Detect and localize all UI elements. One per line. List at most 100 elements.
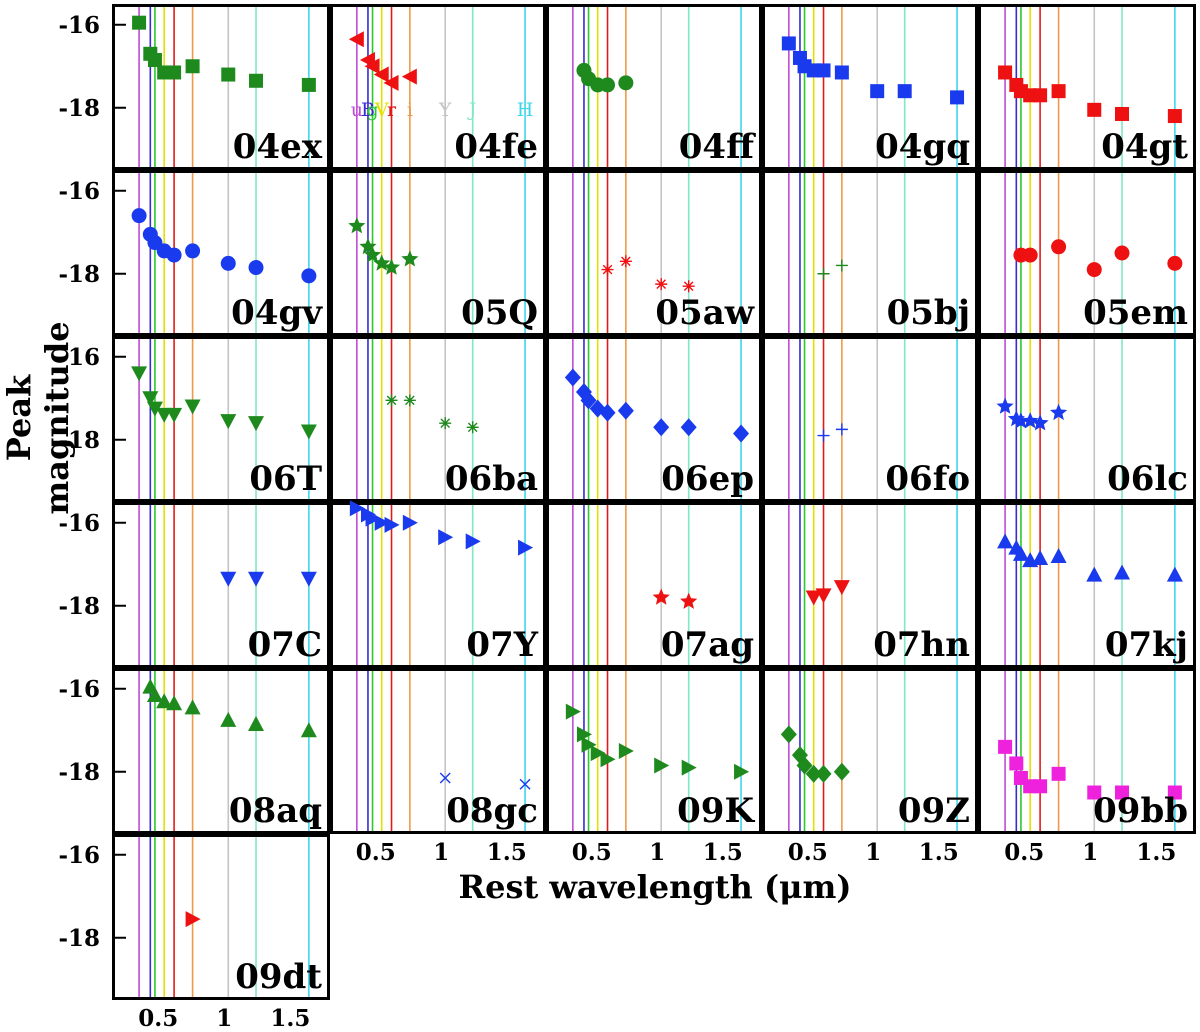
panel-09Z: 09Z — [762, 668, 978, 834]
data-point — [248, 716, 265, 732]
data-point — [142, 391, 159, 407]
y-tick-label: -16 — [58, 842, 100, 869]
y-tick-label: -16 — [58, 12, 100, 39]
panel-04gv: 04gv -16 -18 — [58, 170, 330, 336]
data-point — [374, 514, 390, 531]
data-point — [439, 417, 452, 430]
data-point — [1033, 88, 1048, 103]
panel-06fo: 06fo — [762, 336, 978, 502]
data-point — [680, 418, 697, 437]
data-point — [805, 590, 822, 606]
data-point — [1012, 412, 1030, 429]
data-point — [301, 77, 316, 92]
data-point — [580, 391, 597, 410]
data-point — [781, 36, 796, 51]
data-point — [817, 429, 830, 442]
panel-label: 04gv — [231, 293, 323, 333]
data-point — [1115, 106, 1130, 121]
panel-label: 05aw — [655, 293, 754, 333]
x-axis-label: Rest wavelength (μm) — [458, 868, 852, 906]
panel-label: 07Y — [466, 625, 538, 665]
panel-frame — [546, 336, 762, 502]
data-point — [185, 59, 200, 74]
data-point — [518, 539, 534, 556]
panel-07C: 07C -16 -18 — [58, 502, 330, 668]
x-tick-label: 1 — [865, 839, 881, 866]
data-point — [1167, 109, 1182, 124]
panel-frame — [762, 170, 978, 336]
y-axis-label: Peak magnitude — [0, 321, 76, 515]
filter-letter: V — [374, 99, 389, 121]
panel-06ba: 06ba — [330, 336, 546, 502]
data-point — [619, 255, 632, 268]
panel-frame — [330, 668, 546, 834]
x-tick-label: 1.5 — [703, 839, 743, 866]
panel-label: 07ag — [661, 625, 754, 665]
data-point — [401, 250, 419, 267]
data-point — [248, 571, 265, 587]
data-point — [796, 756, 813, 775]
panel-label: 08gc — [446, 791, 538, 831]
y-tick-label: -18 — [58, 261, 100, 288]
data-point — [1051, 239, 1067, 255]
data-point — [301, 268, 317, 284]
panel-label: 07kj — [1105, 625, 1188, 665]
y-tick-label: -16 — [58, 178, 100, 205]
data-point — [816, 63, 831, 78]
panel-label: 04gq — [875, 127, 970, 167]
data-point — [349, 500, 365, 517]
panel-frame — [762, 4, 978, 170]
data-point — [248, 416, 265, 432]
panel-04gq: 04gq — [762, 4, 978, 170]
data-point — [166, 407, 183, 423]
data-point — [834, 65, 849, 80]
data-point — [383, 258, 401, 275]
y-tick-label: -18 — [58, 593, 100, 620]
panel-frame — [546, 4, 762, 170]
data-point — [733, 424, 750, 443]
data-point — [682, 280, 695, 293]
data-point — [131, 366, 148, 382]
data-point — [184, 699, 201, 715]
panel-06T: 06T -16 -18 — [58, 336, 330, 502]
filter-letter: H — [517, 99, 534, 121]
data-point — [146, 401, 163, 417]
x-tick-label: 1 — [649, 839, 665, 866]
data-point — [185, 911, 201, 928]
y-tick-label: -18 — [58, 759, 100, 786]
data-point — [185, 243, 201, 259]
panel-07hn: 07hn — [762, 502, 978, 668]
data-point — [166, 247, 182, 263]
data-point — [249, 73, 264, 88]
panel-frame — [112, 668, 330, 834]
data-point — [1051, 766, 1066, 781]
data-point — [131, 208, 147, 224]
filter-letter: Y — [438, 99, 452, 121]
panel-label: 09bb — [1093, 791, 1188, 831]
panel-04ff: 04ff — [546, 4, 762, 170]
filter-letter: r — [387, 99, 397, 121]
data-point — [220, 255, 236, 271]
y-tick-label: -16 — [58, 510, 100, 537]
data-point — [600, 751, 616, 768]
x-tick-label: 1.5 — [919, 839, 959, 866]
filter-letter: B — [361, 99, 375, 121]
data-point — [1167, 255, 1183, 271]
panel-frame — [112, 336, 330, 502]
data-point — [1115, 785, 1130, 800]
data-point — [438, 529, 454, 546]
data-point — [1012, 545, 1029, 561]
panel-frame — [978, 668, 1196, 834]
panel-frame — [546, 170, 762, 336]
data-point — [835, 423, 848, 436]
data-point — [248, 260, 264, 276]
panel-frame — [762, 502, 978, 668]
x-tick-label: 0.5 — [138, 1005, 178, 1032]
data-point — [998, 739, 1013, 754]
data-point — [146, 686, 163, 702]
panel-08gc: 08gc — [330, 668, 546, 834]
data-point — [385, 394, 398, 407]
panel-label: 06ep — [661, 459, 754, 499]
panel-label: 06fo — [885, 459, 970, 499]
